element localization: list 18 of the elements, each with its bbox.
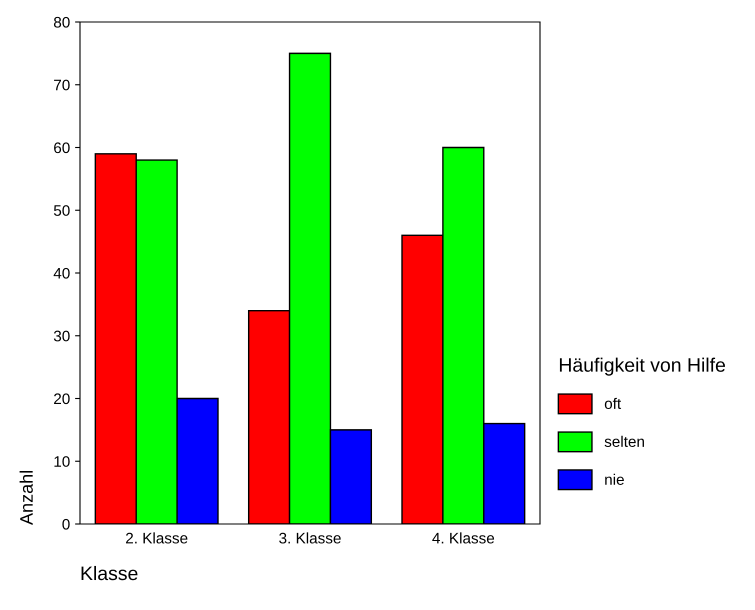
y-tick-label: 10 (54, 456, 70, 467)
legend-label: selten (604, 436, 644, 447)
y-tick-label: 40 (54, 268, 70, 279)
x-axis-title: Klasse (82, 566, 138, 580)
x-tick-label: 4. Klasse (432, 532, 494, 544)
y-tick-label: 0 (62, 518, 70, 530)
legend-label: oft (604, 398, 622, 410)
y-tick-label: 80 (54, 16, 70, 28)
legend-title: Häufigkeit von Hilfe (560, 358, 726, 376)
y-tick-label: 50 (54, 205, 70, 216)
y-axis-title: Anzahl (20, 471, 33, 525)
y-tick-label: 20 (54, 393, 70, 404)
legend-label: nie (605, 474, 624, 485)
y-tick-label: 70 (54, 80, 70, 90)
x-tick-label: 2. Klasse (126, 532, 188, 544)
y-tick-label: 30 (54, 330, 70, 342)
x-tick-label: 3. Klasse (279, 532, 341, 544)
y-tick-label: 60 (54, 142, 70, 154)
